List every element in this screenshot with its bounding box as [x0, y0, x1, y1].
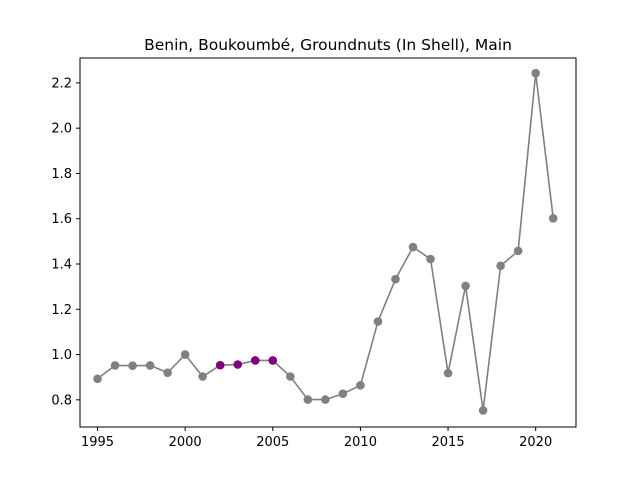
data-point: [338, 389, 348, 399]
x-tick-label: 2020: [519, 435, 552, 450]
x-tick-label: 2010: [344, 435, 377, 450]
highlighted-data-point: [250, 356, 260, 365]
data-point: [548, 213, 558, 223]
data-point: [531, 68, 540, 78]
x-tick-label: 2000: [169, 435, 202, 450]
data-point: [180, 350, 190, 359]
y-tick-label: 1.8: [51, 167, 72, 182]
data-point: [303, 395, 313, 404]
data-point: [198, 372, 207, 381]
series-line: [97, 73, 555, 411]
y-tick-label: 0.8: [51, 393, 72, 408]
x-tick-label: 1995: [81, 435, 114, 450]
data-point: [321, 395, 330, 404]
y-tick-label: 1.2: [51, 303, 72, 318]
y-axis: 0.8 1.0 1.2 1.4 1.6 1.8 2.0 2.2: [51, 76, 80, 408]
data-point: [373, 317, 383, 326]
data-point: [426, 254, 435, 264]
data-point: [461, 281, 470, 291]
data-point: [356, 381, 365, 390]
y-tick-label: 1.4: [51, 258, 72, 273]
highlighted-data-point: [233, 360, 243, 369]
chart-title: Benin, Boukoumbé, Groundnuts (In Shell),…: [144, 36, 512, 54]
data-point: [408, 242, 418, 252]
data-point: [128, 361, 137, 370]
x-axis: 1995 2000 2005 2010 2015 2020: [81, 427, 552, 450]
y-tick-label: 2.0: [51, 122, 72, 137]
series-line-path: [97, 73, 555, 411]
plot-area: [79, 57, 577, 428]
y-tick-label: 2.2: [51, 76, 72, 91]
y-tick-label: 1.6: [51, 212, 72, 227]
data-point: [286, 372, 295, 381]
series-markers: [93, 68, 558, 415]
highlighted-data-point: [268, 356, 278, 365]
highlighted-data-point: [215, 360, 225, 370]
y-tick-label: 1.0: [51, 348, 72, 363]
data-point: [513, 246, 523, 256]
data-point: [93, 374, 102, 384]
data-point: [163, 368, 172, 377]
data-point: [145, 361, 155, 370]
data-point: [443, 368, 453, 378]
data-point: [391, 274, 400, 284]
data-point: [110, 361, 120, 370]
data-point: [478, 406, 488, 415]
x-tick-label: 2005: [256, 435, 289, 450]
data-point: [496, 261, 505, 271]
x-tick-label: 2015: [432, 435, 465, 450]
